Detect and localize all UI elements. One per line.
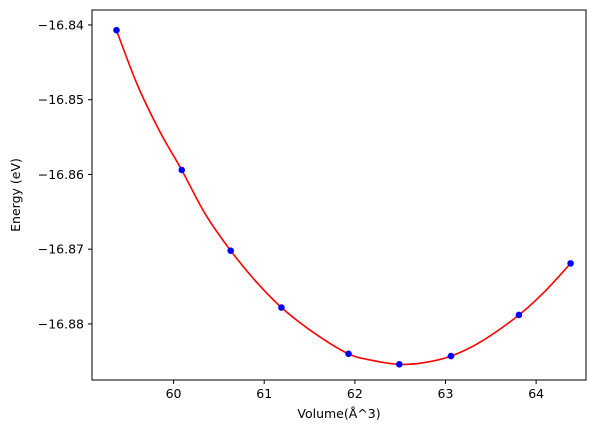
- data-point: [178, 166, 186, 174]
- x-tick-label: 61: [256, 386, 272, 401]
- y-tick-label: −16.87: [38, 242, 84, 257]
- data-point: [345, 350, 352, 358]
- x-axis-label: Volume(Å^3): [297, 406, 380, 421]
- data-point: [567, 260, 574, 267]
- data-point: [447, 352, 455, 360]
- y-tick-label: −16.85: [38, 92, 84, 107]
- data-point: [113, 26, 120, 34]
- y-tick-label: −16.84: [38, 17, 84, 32]
- y-axis-label: Energy (eV): [8, 158, 23, 232]
- x-tick-label: 62: [347, 386, 363, 401]
- y-tick-label: −16.86: [38, 167, 84, 182]
- data-point: [278, 304, 285, 311]
- data-point: [395, 361, 403, 368]
- x-tick-label: 60: [166, 386, 182, 401]
- x-tick-label: 64: [528, 386, 544, 401]
- data-point: [227, 247, 234, 254]
- fit-curve-line: [115, 29, 572, 366]
- x-tick-label: 63: [438, 386, 454, 401]
- data-point: [515, 311, 523, 319]
- plot-frame: [91, 9, 587, 381]
- y-tick-label: −16.88: [38, 316, 84, 331]
